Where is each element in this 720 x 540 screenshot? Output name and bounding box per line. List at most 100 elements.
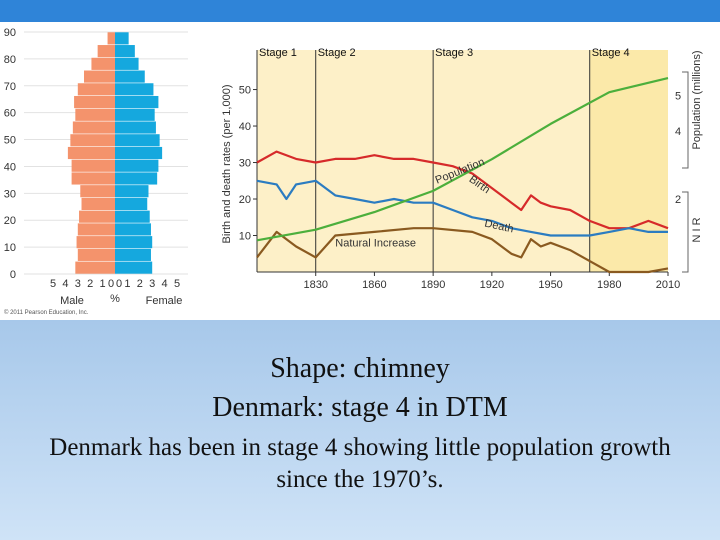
caption-description: Denmark has been in stage 4 showing litt… (49, 434, 671, 493)
dtm-x-tick: 1830 (303, 279, 327, 291)
pyramid-x-tick: 3 (149, 278, 155, 290)
pyramid-y-tick: 30 (4, 188, 16, 200)
pyramid-bar-male (79, 210, 115, 223)
pyramid-bar-female (115, 70, 145, 83)
pyramid-y-tick: 80 (4, 54, 16, 66)
stage-label: Stage 1 (259, 47, 297, 59)
pyramid-bars (67, 32, 163, 274)
dtm-right-y-tick: 5 (675, 91, 681, 103)
pyramid-bar-male (70, 134, 115, 147)
pyramid-label-percent: % (110, 293, 120, 305)
dtm-stage4-background (589, 50, 668, 272)
pyramid-bar-male (107, 32, 115, 45)
pyramid-bar-male (84, 70, 115, 83)
dtm-y-tick: 20 (239, 194, 251, 206)
pyramid-bar-female (115, 45, 135, 58)
pyramid-y-tick: 0 (10, 269, 16, 281)
dtm-x-tick: 1860 (362, 279, 386, 291)
pyramid-x-tick: 1 (100, 278, 106, 290)
pyramid-bar-female (115, 185, 149, 198)
caption-stage: Denmark: stage 4 in DTM (212, 392, 508, 423)
pyramid-bar-male (77, 223, 115, 236)
dtm-y-tick: 50 (239, 85, 251, 97)
dtm-right-y-tick: 4 (675, 126, 681, 138)
series-label-natural-increase: Natural Increase (335, 237, 416, 249)
pyramid-bar-male (80, 185, 115, 198)
pyramid-y-tick: 70 (4, 81, 16, 93)
dtm-y-axis-label: Birth and death rates (per 1,000) (221, 85, 233, 244)
pyramid-bar-male (74, 95, 115, 109)
pyramid-bar-female (115, 223, 151, 236)
pyramid-bar-female (115, 121, 156, 134)
pyramid-bar-male (67, 146, 115, 160)
pyramid-x-tick: 0 (116, 278, 122, 290)
pyramid-bar-female (115, 236, 153, 249)
dtm-nir-label: N I R (691, 217, 703, 242)
pyramid-y-tick: 40 (4, 161, 16, 173)
dtm-x-tick: 1980 (597, 279, 621, 291)
pyramid-bar-female (115, 261, 153, 274)
stage-label: Stage 2 (318, 47, 356, 59)
pyramid-bar-male (97, 45, 115, 58)
dtm-right-brackets (682, 71, 689, 273)
dtm-y-ticks: 10 20 30 40 50 (239, 85, 257, 243)
series-line-death (256, 179, 668, 237)
pyramid-y-ticks: 0 10 20 30 40 50 60 70 80 90 (4, 27, 16, 281)
pyramid-bar-female (115, 95, 159, 109)
copyright-text: © 2011 Pearson Education, Inc. (4, 309, 89, 316)
dtm-y-tick: 10 (239, 231, 251, 243)
dtm-series-lines (256, 77, 669, 274)
pyramid-bar-female (115, 248, 151, 261)
dtm-x-tick: 1890 (421, 279, 445, 291)
pyramid-bar-female (115, 197, 148, 211)
pyramid-y-tick: 90 (4, 27, 16, 39)
pyramid-bar-female (115, 146, 163, 160)
pyramid-y-tick: 60 (4, 108, 16, 120)
dtm-right-y-tick: 2 (675, 194, 681, 206)
pyramid-label-female: Female (146, 295, 183, 307)
caption-shape: Shape: chimney (270, 353, 450, 384)
series-line-birth (256, 150, 669, 230)
dtm-y-tick: 30 (239, 158, 251, 170)
pyramid-bar-female (115, 134, 160, 147)
stage-label: Stage 3 (435, 47, 473, 59)
pyramid-bar-female (115, 172, 158, 185)
pyramid-x-tick: 4 (62, 278, 68, 290)
pyramid-y-tick: 50 (4, 135, 16, 147)
pyramid-label-male: Male (60, 295, 84, 307)
pyramid-bar-male (71, 159, 115, 172)
pyramid-bar-male (77, 248, 115, 261)
dtm-x-ticks: 1830 1860 1890 1920 1950 1980 2010 (303, 272, 680, 291)
pyramid-x-tick: 2 (137, 278, 143, 290)
pyramid-x-tick: 2 (87, 278, 93, 290)
pyramid-x-tick: 3 (75, 278, 81, 290)
pyramid-bar-male (77, 83, 115, 96)
pyramid-x-tick: 1 (124, 278, 130, 290)
pyramid-y-tick: 10 (4, 242, 16, 254)
dtm-right-y-axis-label: Population (millions) (691, 50, 703, 149)
dtm-y-tick: 40 (239, 121, 251, 133)
pyramid-bar-female (115, 32, 129, 45)
pyramid-x-tick: 0 (108, 278, 114, 290)
pyramid-bar-female (115, 83, 154, 96)
pyramid-bar-male (72, 121, 115, 134)
dtm-x-tick: 1920 (480, 279, 504, 291)
dtm-x-tick: 1950 (538, 279, 562, 291)
pyramid-bar-male (71, 172, 115, 185)
pyramid-bar-female (115, 108, 155, 121)
nir-bracket (682, 191, 689, 273)
population-bracket (682, 71, 689, 169)
pyramid-bar-female (115, 159, 159, 172)
stage-label: Stage 4 (592, 47, 630, 59)
pyramid-bar-male (76, 236, 115, 249)
pyramid-bar-male (91, 57, 115, 70)
pyramid-bar-male (81, 197, 115, 211)
series-label-death: Death (483, 218, 514, 236)
pyramid-bar-male (75, 108, 115, 121)
pyramid-bar-female (115, 57, 139, 70)
